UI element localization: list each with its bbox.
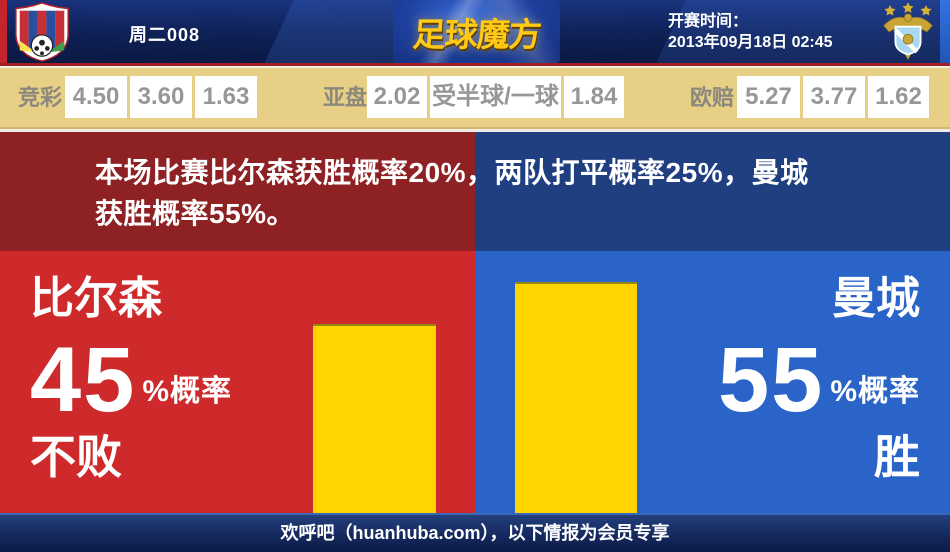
prediction-summary-band: 本场比赛比尔森获胜概率20%，两队打平概率25%，曼城 获胜概率55%。	[0, 132, 950, 251]
match-header: 周二008 足球魔方 开赛时间： 2013年09月18日 02:45	[0, 0, 950, 63]
home-probability-unit: %概率	[142, 375, 233, 408]
odds-handicap-box: 受半球/一球	[430, 76, 561, 118]
home-probability-value: 45	[30, 329, 137, 431]
odds-label-jingcai: 竞彩	[18, 85, 63, 110]
away-probability-unit: %概率	[830, 375, 920, 408]
odds-label-yapan: 亚盘	[323, 85, 368, 110]
away-probability-bar	[515, 282, 637, 513]
home-accent-stripe	[0, 0, 7, 63]
footer-bar: 欢呼吧（huanhuba.com），以下情报为会员专享	[0, 513, 950, 552]
odds-value-box: 1.63	[195, 76, 257, 118]
away-outcome-label: 胜	[874, 431, 920, 483]
probability-chart: 比尔森 45 %概率 不败 曼城 55 %概率 胜	[0, 251, 950, 513]
odds-divider	[0, 127, 950, 132]
away-probability-value: 55	[717, 329, 825, 431]
home-outcome-label: 不败	[30, 431, 122, 483]
odds-value-box: 1.84	[564, 76, 624, 118]
odds-value-box: 4.50	[65, 76, 127, 118]
summary-line-2: 获胜概率55%。	[95, 198, 296, 229]
site-logo: 足球魔方	[393, 0, 560, 63]
header-divider	[0, 63, 950, 68]
site-logo-text: 足球魔方	[411, 15, 542, 53]
odds-value-box: 2.02	[367, 76, 427, 118]
away-stat-block: 曼城 55 %概率 胜	[718, 251, 920, 484]
summary-home-background	[0, 132, 475, 251]
away-accent-stripe	[940, 0, 950, 63]
plzen-crest-icon	[10, 2, 74, 62]
match-code: 周二008	[129, 25, 201, 45]
home-probability-bar	[313, 324, 436, 513]
mancity-crest-icon	[881, 2, 935, 62]
home-stat-block: 比尔森 45 %概率 不败	[30, 251, 232, 484]
summary-away-background	[475, 132, 950, 251]
home-probability-row: 45 %概率	[30, 329, 233, 431]
away-team-name: 曼城	[832, 274, 920, 323]
home-team-name: 比尔森	[30, 274, 162, 323]
kickoff-time-block: 开赛时间： 2013年09月18日 02:45	[668, 11, 833, 53]
odds-label-oupei: 欧赔	[690, 85, 735, 110]
kickoff-time: 2013年09月18日 02:45	[668, 34, 833, 51]
odds-value-box: 1.62	[868, 76, 929, 118]
summary-line-1: 本场比赛比尔森获胜概率20%，两队打平概率25%，曼城	[95, 157, 809, 188]
prediction-summary-text: 本场比赛比尔森获胜概率20%，两队打平概率25%，曼城 获胜概率55%。	[95, 152, 809, 234]
odds-bar: 竞彩 4.50 3.60 1.63 亚盘 2.02 受半球/一球 1.84 欧赔…	[0, 68, 950, 127]
kickoff-label: 开赛时间：	[668, 13, 749, 30]
footer-text: 欢呼吧（huanhuba.com），以下情报为会员专享	[280, 523, 670, 543]
odds-value-box: 3.60	[130, 76, 192, 118]
away-probability-row: 55 %概率	[717, 329, 920, 431]
odds-value-box: 5.27	[737, 76, 800, 118]
odds-value-box: 3.77	[803, 76, 865, 118]
